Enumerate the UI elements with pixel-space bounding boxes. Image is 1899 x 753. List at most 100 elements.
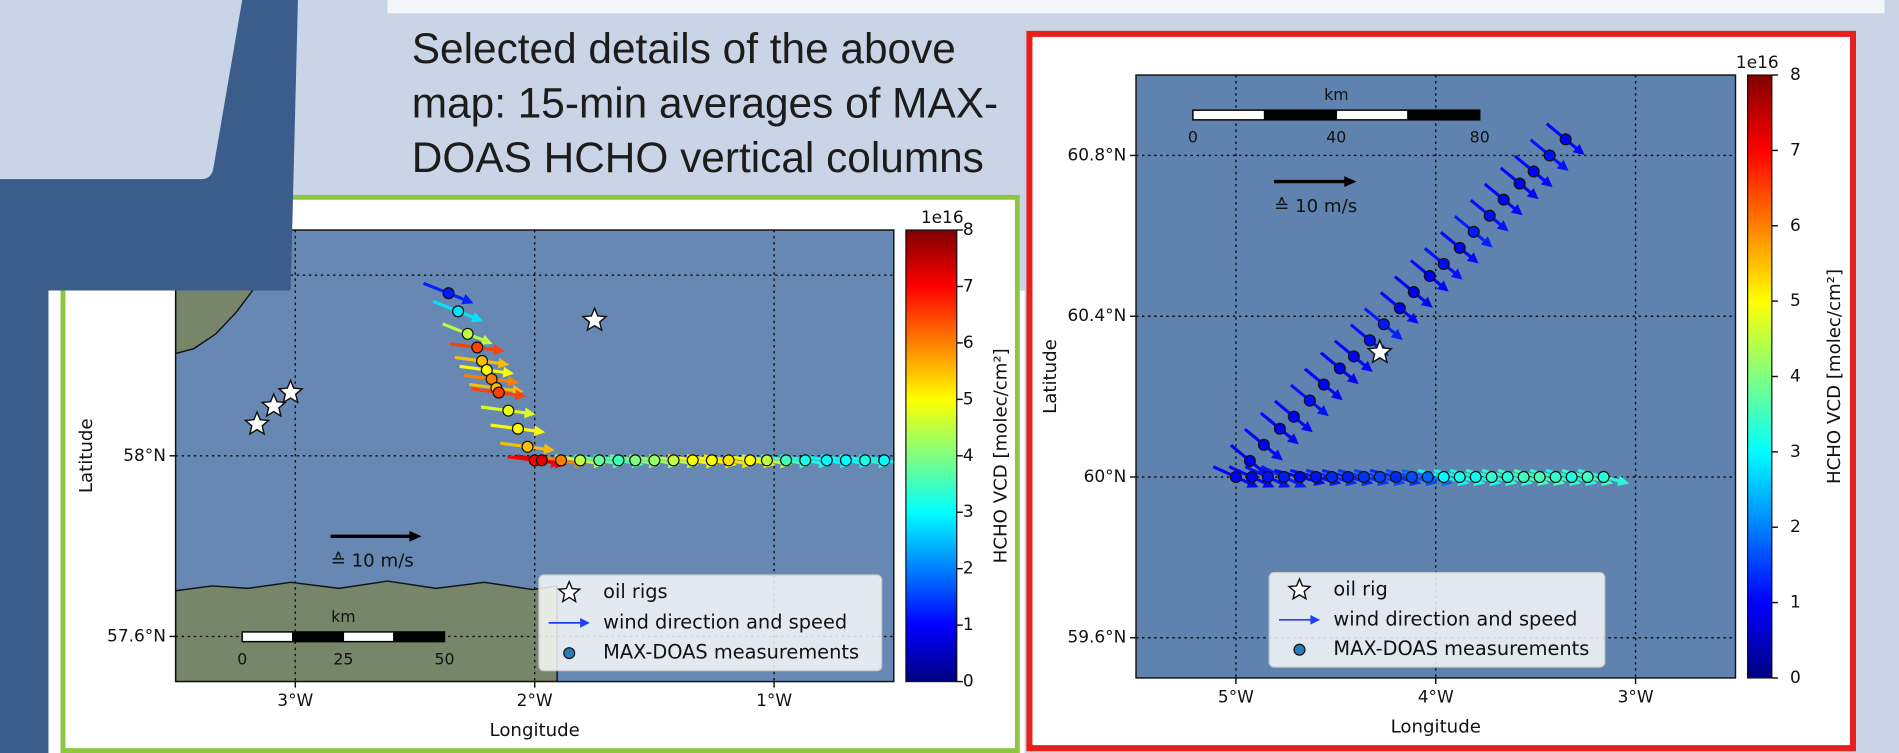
legend-label: wind direction and speed	[603, 610, 847, 633]
measurement	[649, 455, 660, 466]
measurement	[1304, 395, 1315, 406]
measurement	[1424, 271, 1435, 282]
measurement	[706, 455, 717, 466]
measurement	[1246, 472, 1257, 483]
colorbar-tick-label: 0	[1790, 667, 1801, 687]
measurement	[556, 455, 567, 466]
measurement	[800, 455, 811, 466]
measurement	[575, 455, 586, 466]
measurement	[630, 455, 641, 466]
measurement	[1274, 423, 1285, 434]
scale-tick-label: 80	[1470, 128, 1490, 147]
measurement	[1438, 259, 1449, 270]
measurement	[879, 455, 890, 466]
colorbar-tick-label: 2	[963, 558, 974, 578]
measurement	[1230, 472, 1241, 483]
measurement	[493, 387, 504, 398]
measurement	[1294, 472, 1305, 483]
measurement	[536, 455, 547, 466]
colorbar-label: HCHO VCD [molec/cm²]	[991, 348, 1012, 563]
scale-label: km	[331, 607, 355, 626]
scale-segment	[293, 632, 344, 642]
colorbar-tick-label: 1	[1790, 592, 1801, 612]
colorbar-tick-label: 3	[963, 501, 974, 521]
legend-dot	[1294, 644, 1305, 655]
intro-line: Selected details of the above	[412, 25, 956, 72]
measurement	[1288, 411, 1299, 422]
measurement	[1262, 472, 1273, 483]
measurement	[723, 455, 734, 466]
y-tick-label: 60.4°N	[1067, 305, 1126, 325]
measurement	[840, 455, 851, 466]
y-axis-label: Latitude	[1040, 339, 1061, 414]
measurement	[1394, 303, 1405, 314]
colorbar-tick-label: 4	[1790, 366, 1801, 386]
x-tick-label: 3°W	[1618, 686, 1654, 706]
measurement	[1550, 472, 1561, 483]
colorbar-tick-label: 8	[1790, 64, 1801, 84]
colorbar-tick-label: 6	[1790, 215, 1801, 235]
colorbar-offset: 1e16	[1736, 52, 1779, 72]
colorbar-tick-label: 6	[963, 332, 974, 352]
colorbar-tick-label: 3	[1790, 441, 1801, 461]
scale-segment	[1336, 110, 1408, 120]
scale-segment	[1265, 110, 1337, 120]
body: {"intro": {"lines": ["Selected details o…	[0, 0, 1899, 753]
scale-tick-label: 0	[1188, 128, 1198, 147]
scale-segment	[242, 632, 293, 642]
measurement	[1468, 226, 1479, 237]
x-tick-label: 4°W	[1418, 686, 1454, 706]
measurement	[443, 288, 454, 299]
top-strip	[388, 0, 1885, 13]
colorbar-tick-label: 7	[1790, 139, 1801, 159]
x-axis-label: Longitude	[1391, 717, 1481, 738]
scale-tick-label: 25	[333, 649, 353, 668]
measurement	[1390, 472, 1401, 483]
measurement	[1326, 472, 1337, 483]
measurement	[1378, 319, 1389, 330]
intro-line: map: 15-min averages of MAX-	[412, 79, 998, 126]
measurement	[1544, 150, 1555, 161]
colorbar	[1748, 75, 1772, 678]
measurement	[761, 455, 772, 466]
measurement	[594, 455, 605, 466]
measurement	[1422, 472, 1433, 483]
colorbar	[906, 230, 957, 682]
scale-label: km	[1324, 85, 1348, 104]
x-tick-label: 1°W	[756, 690, 792, 710]
x-axis-label: Longitude	[490, 720, 580, 741]
legend-label: oil rig	[1333, 577, 1387, 600]
y-tick-label: 58°N	[123, 445, 166, 465]
legend-label: oil rigs	[603, 580, 667, 603]
y-tick-label: 57.6°N	[107, 625, 166, 645]
measurement	[1454, 242, 1465, 253]
measurement	[1598, 472, 1609, 483]
measurement	[1364, 335, 1375, 346]
page: MAX-DOAS HCHO details html, body { margi…	[0, 0, 1899, 753]
legend-dot	[564, 648, 575, 659]
colorbar-tick-label: 0	[963, 671, 974, 691]
y-axis-label: Latitude	[76, 418, 97, 493]
colorbar-tick-label: 5	[1790, 290, 1801, 310]
measurement	[1408, 287, 1419, 298]
scale-segment	[394, 632, 445, 642]
measurement	[453, 306, 464, 317]
measurement	[1582, 472, 1593, 483]
measurement	[1244, 455, 1255, 466]
measurement	[1566, 472, 1577, 483]
measurement	[1514, 178, 1525, 189]
scale-segment	[1408, 110, 1480, 120]
measurement	[781, 455, 792, 466]
legend-label: MAX-DOAS measurements	[1333, 637, 1589, 660]
measurement	[1348, 351, 1359, 362]
measurement	[1318, 379, 1329, 390]
legend-label: MAX-DOAS measurements	[603, 641, 859, 664]
y-tick-label: 60.8°N	[1067, 144, 1126, 164]
measurement	[1454, 472, 1465, 483]
colorbar-tick-label: 7	[963, 275, 974, 295]
colorbar-label: HCHO VCD [molec/cm²]	[1824, 269, 1845, 484]
measurement	[860, 455, 871, 466]
wind-key-label: ≙ 10 m/s	[1274, 196, 1357, 217]
measurement	[503, 405, 514, 416]
measurement	[1342, 472, 1353, 483]
